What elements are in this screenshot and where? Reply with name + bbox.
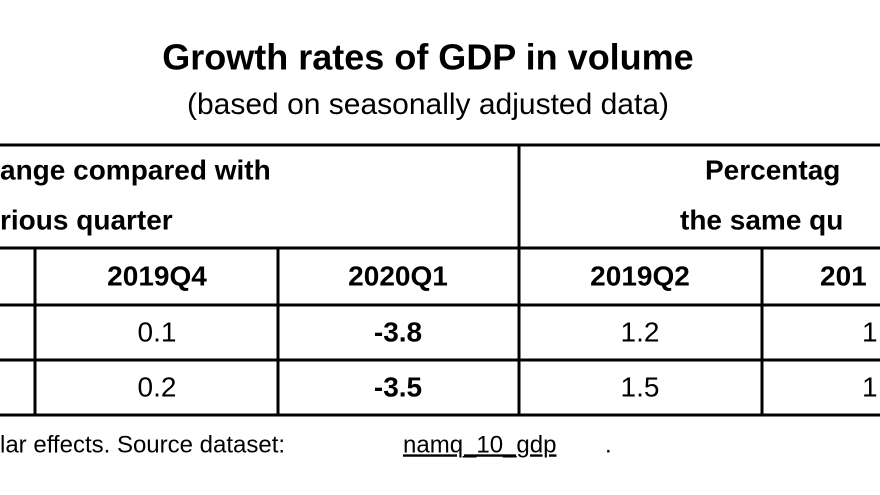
column-header: 2020Q1	[348, 260, 448, 291]
cell: 1.2	[621, 316, 660, 347]
cell: 1.5	[621, 371, 660, 402]
cell: 0.1	[138, 316, 177, 347]
cell: -3.8	[374, 316, 422, 347]
column-header: 201	[820, 260, 867, 291]
subtitle: (based on seasonally adjusted data)	[187, 88, 669, 121]
column-header: 2019Q2	[590, 260, 690, 291]
cell: 0.2	[138, 371, 177, 402]
group-header: rious quarter	[0, 204, 173, 235]
title: Growth rates of GDP in volume	[162, 37, 693, 78]
footer-text: lar effects. Source dataset:	[0, 431, 285, 458]
cell: -3.5	[374, 371, 422, 402]
footer-end: .	[605, 431, 612, 458]
source-link[interactable]: namq_10_gdp	[403, 431, 556, 458]
cell: 1	[862, 316, 878, 347]
group-header: Percentag	[705, 154, 840, 185]
group-header: the same qu	[680, 204, 843, 235]
column-header: 2019Q4	[107, 260, 207, 291]
cell: 1	[862, 371, 878, 402]
group-header: ange compared with	[0, 154, 271, 185]
table-borders	[0, 143, 880, 417]
